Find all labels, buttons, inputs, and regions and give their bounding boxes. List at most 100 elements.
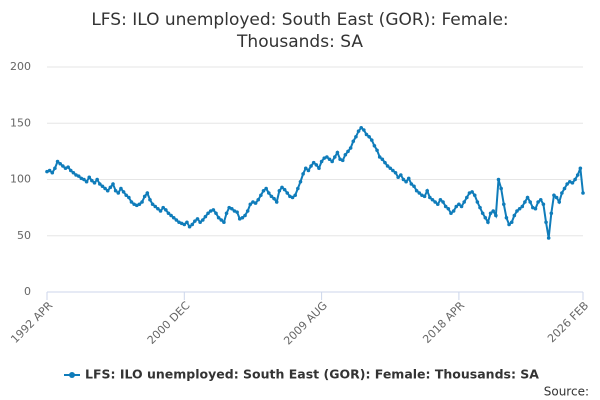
point [385, 164, 390, 168]
point [491, 209, 496, 213]
point [333, 155, 337, 159]
point [414, 188, 419, 193]
point [290, 195, 295, 200]
point [428, 195, 432, 200]
point [348, 146, 353, 150]
point [546, 236, 551, 240]
point [296, 186, 300, 191]
point [174, 218, 179, 222]
y-tick-label: 100 [10, 173, 31, 186]
point [462, 200, 466, 204]
point [211, 208, 216, 212]
point [538, 197, 543, 202]
point [459, 204, 464, 209]
title-line: LFS: ILO unemployed: South East (GOR): F… [91, 10, 508, 30]
point [470, 190, 474, 194]
point [499, 186, 503, 191]
point [222, 220, 226, 225]
point [573, 177, 577, 182]
point [404, 179, 408, 184]
point [325, 155, 329, 159]
point [406, 176, 411, 181]
point [253, 201, 258, 205]
point [224, 211, 229, 216]
point [293, 193, 297, 198]
point [76, 174, 81, 178]
point [446, 206, 451, 211]
point [528, 200, 532, 204]
point [367, 134, 371, 139]
y-tick-label: 0 [24, 285, 31, 298]
point [150, 202, 155, 207]
point [261, 188, 266, 193]
point [298, 179, 303, 184]
point [351, 139, 356, 144]
point [103, 186, 107, 191]
point [494, 213, 498, 218]
point [280, 185, 284, 190]
point [330, 159, 334, 164]
point [127, 195, 131, 200]
point [552, 193, 556, 198]
point [480, 211, 485, 216]
point [66, 165, 70, 169]
point [430, 197, 435, 202]
point [90, 178, 94, 183]
point [182, 222, 187, 227]
point [433, 200, 437, 204]
point [277, 188, 282, 193]
point [195, 217, 200, 221]
point [340, 158, 345, 163]
point [396, 175, 400, 180]
point [504, 215, 509, 220]
point [364, 132, 369, 137]
point [544, 220, 548, 225]
point [71, 170, 76, 175]
point [383, 160, 387, 165]
point [541, 202, 546, 207]
point [190, 222, 195, 227]
point [259, 193, 263, 198]
point [245, 209, 250, 213]
point [483, 215, 488, 220]
point [198, 220, 202, 225]
title-line: Thousands: SA [236, 32, 363, 52]
point [171, 215, 176, 220]
point [399, 173, 403, 177]
point [475, 200, 480, 204]
series-line [46, 126, 584, 239]
point [393, 170, 398, 175]
point [472, 193, 477, 198]
point [391, 168, 395, 173]
point [84, 179, 89, 184]
point [517, 206, 522, 211]
point [509, 220, 514, 225]
point [61, 164, 65, 168]
point [303, 166, 308, 171]
point [203, 214, 208, 219]
point [105, 188, 110, 193]
point [311, 160, 316, 165]
point [441, 200, 445, 204]
point [301, 172, 305, 176]
legend-marker [69, 372, 75, 378]
point [156, 206, 160, 211]
point [533, 206, 538, 211]
point [235, 210, 239, 214]
point [185, 220, 189, 225]
point [578, 166, 583, 171]
point [111, 182, 115, 186]
point [343, 152, 348, 157]
point [422, 194, 427, 199]
y-tick-label: 200 [10, 60, 31, 73]
point [266, 191, 271, 195]
point [412, 184, 416, 189]
point [575, 173, 580, 177]
point [219, 218, 224, 222]
point [248, 202, 253, 207]
point [501, 202, 506, 207]
point [108, 185, 113, 190]
point [216, 215, 221, 220]
point [443, 204, 448, 209]
point [309, 164, 313, 168]
